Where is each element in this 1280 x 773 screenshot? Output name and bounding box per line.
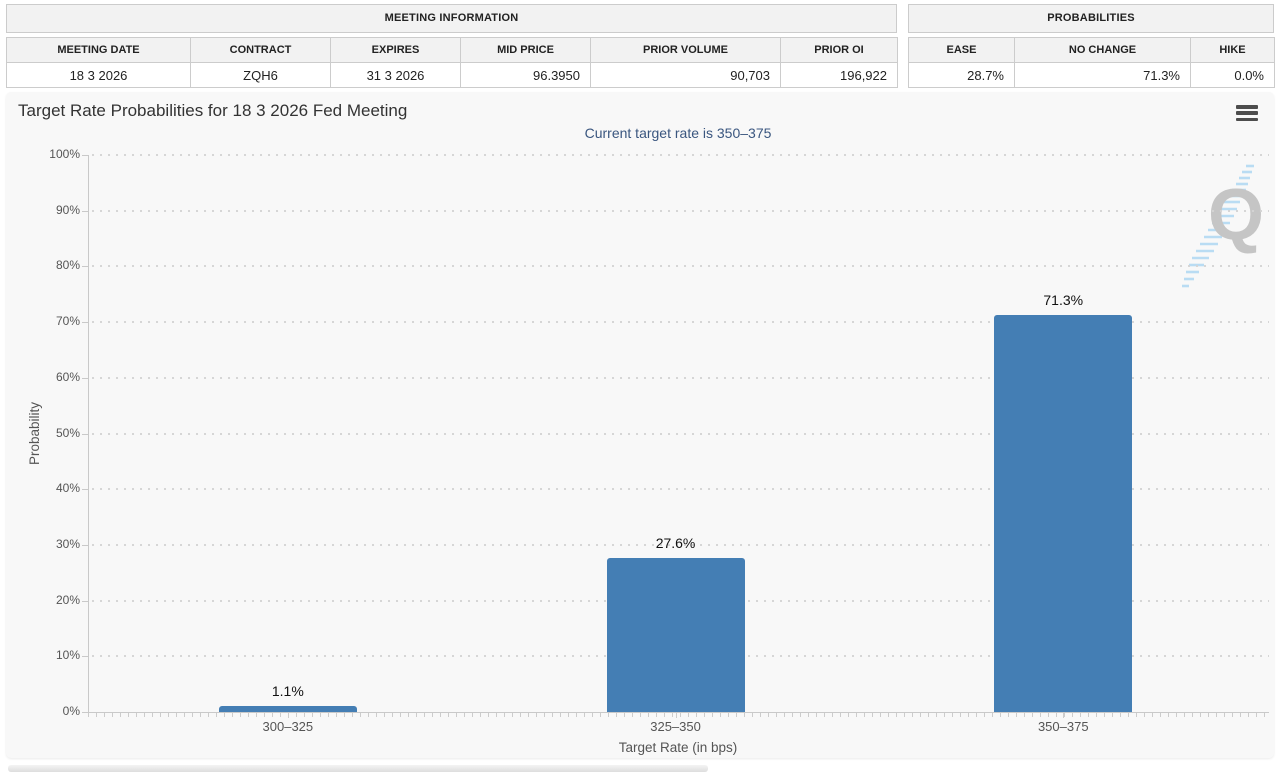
chart-title: Target Rate Probabilities for 18 3 2026 …: [18, 101, 408, 120]
value-contract: ZQH6: [190, 62, 331, 88]
probabilities-table: PROBABILITIES EASE NO CHANGE HIKE 28.7% …: [908, 4, 1275, 88]
chart-bar-325–350[interactable]: [606, 558, 745, 712]
value-hike: 0.0%: [1190, 62, 1275, 88]
y-tick-label: 20%: [55, 592, 80, 607]
hamburger-bar: [1236, 105, 1258, 109]
y-tick-mark: [82, 600, 88, 602]
probabilities-value-row: 28.7% 71.3% 0.0%: [908, 62, 1275, 88]
x-category-label: 325–350: [650, 719, 701, 734]
value-prior-volume: 90,703: [590, 62, 781, 88]
gridline-60: [89, 376, 1269, 379]
y-tick-mark: [82, 433, 88, 435]
col-header-hike: HIKE: [1190, 37, 1275, 63]
chart-bar-350–375[interactable]: [994, 314, 1133, 712]
gridline-70: [89, 321, 1269, 324]
x-category-label: 350–375: [1037, 719, 1089, 734]
y-tick-mark: [82, 377, 88, 379]
y-tick-mark: [82, 210, 88, 212]
y-tick-label: 60%: [55, 369, 80, 384]
x-tick-mark: [675, 713, 677, 718]
probabilities-title: PROBABILITIES: [908, 4, 1274, 33]
meeting-information-title: MEETING INFORMATION: [6, 4, 897, 33]
gridline-80: [89, 265, 1269, 268]
y-tick-label: 0%: [62, 704, 80, 718]
value-prior-oi: 196,922: [780, 62, 898, 88]
x-axis-line: [88, 712, 1269, 713]
col-header-ease: EASE: [908, 37, 1015, 63]
y-tick-mark: [82, 155, 88, 156]
col-header-meeting-date: MEETING DATE: [6, 37, 191, 63]
y-tick-mark: [82, 712, 88, 713]
x-tick-mark: [1063, 713, 1065, 718]
gridline-50: [89, 432, 1269, 435]
value-no-change: 71.3%: [1014, 62, 1191, 88]
y-tick-label: 70%: [55, 314, 80, 329]
col-header-no-change: NO CHANGE: [1014, 37, 1191, 63]
chart-bar-300–325[interactable]: [218, 705, 357, 712]
gridline-30: [89, 543, 1269, 546]
bar-value-label: 27.6%: [655, 535, 696, 552]
x-tick-mark: [287, 713, 289, 718]
hamburger-bar: [1236, 111, 1258, 115]
value-ease: 28.7%: [908, 62, 1015, 88]
gridline-100: [89, 154, 1269, 156]
col-header-prior-volume: PRIOR VOLUME: [590, 37, 781, 63]
x-axis-minor-ticks: [88, 713, 1269, 717]
y-tick-mark: [82, 489, 88, 491]
x-category-label: 300–325: [262, 719, 314, 734]
x-axis-title: Target Rate (in bps): [618, 740, 738, 755]
bar-value-label: 1.1%: [271, 682, 304, 699]
gridline-90: [89, 209, 1269, 212]
meeting-information-value-row: 18 3 2026 ZQH6 31 3 2026 96.3950 90,703 …: [6, 62, 898, 88]
y-tick-mark: [82, 266, 88, 268]
col-header-mid-price: MID PRICE: [460, 37, 591, 63]
hamburger-menu-icon[interactable]: [1236, 105, 1258, 121]
y-tick-label: 40%: [55, 481, 80, 496]
y-tick-label: 30%: [55, 536, 80, 551]
value-expires: 31 3 2026: [330, 62, 461, 88]
y-tick-label: 50%: [55, 425, 80, 440]
hamburger-bar: [1236, 117, 1258, 121]
y-tick-mark: [82, 656, 88, 658]
y-tick-label: 80%: [55, 258, 80, 273]
bar-value-label: 71.3%: [1043, 291, 1084, 308]
target-rate-probabilities-chart: Target Rate Probabilities for 18 3 2026 …: [6, 92, 1274, 758]
y-tick-label: 90%: [55, 202, 80, 217]
chart-subtitle: Current target rate is 350–375: [584, 125, 772, 141]
probabilities-header-row: EASE NO CHANGE HIKE: [908, 37, 1275, 63]
y-tick-mark: [82, 544, 88, 546]
watermark-q-logo: Q: [1208, 175, 1265, 255]
horizontal-scrollbar-thumb[interactable]: [8, 765, 708, 772]
value-meeting-date: 18 3 2026: [6, 62, 191, 88]
gridline-40: [89, 488, 1269, 491]
col-header-expires: EXPIRES: [330, 37, 461, 63]
value-mid-price: 96.3950: [460, 62, 591, 88]
y-tick-label: 100%: [49, 147, 80, 161]
y-axis-line: [88, 155, 89, 713]
y-tick-label: 10%: [55, 648, 80, 663]
meeting-information-table: MEETING INFORMATION MEETING DATE CONTRAC…: [6, 4, 898, 88]
col-header-prior-oi: PRIOR OI: [780, 37, 898, 63]
meeting-information-header-row: MEETING DATE CONTRACT EXPIRES MID PRICE …: [6, 37, 898, 63]
col-header-contract: CONTRACT: [190, 37, 331, 63]
y-tick-mark: [82, 322, 88, 324]
